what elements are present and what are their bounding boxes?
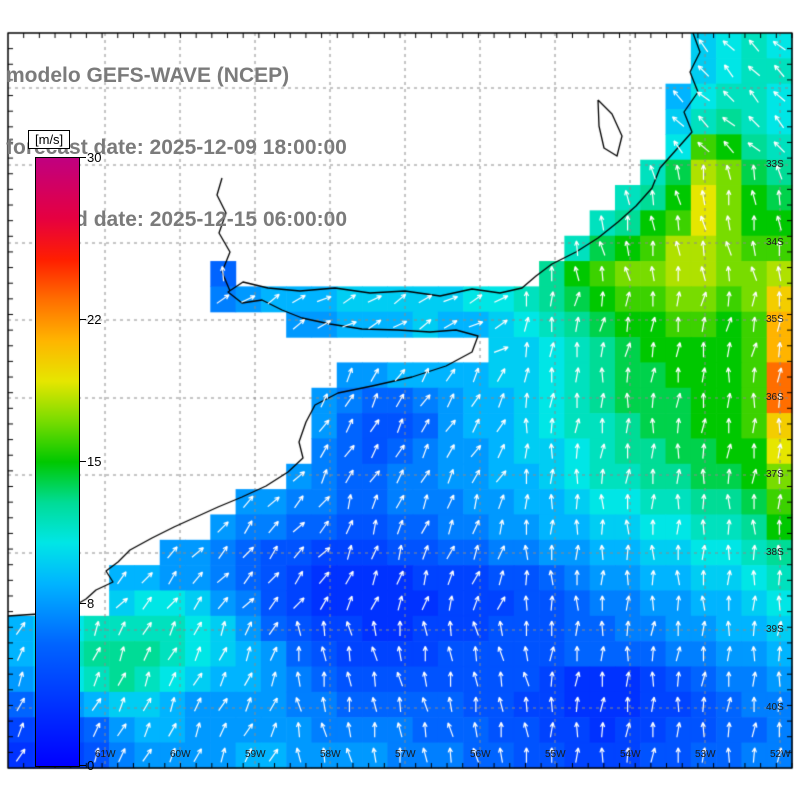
lat-label: 40S — [766, 702, 784, 713]
colorbar-tick-label: 30 — [87, 150, 102, 165]
colorbar-unit-label: [m/s] — [28, 130, 71, 149]
lon-label: 61W — [95, 749, 116, 760]
colorbar-tick-label: 8 — [87, 595, 95, 611]
colorbar: [m/s] 30 22 15 8 0 — [28, 130, 101, 773]
lon-label: 60W — [170, 749, 191, 760]
lat-label: 36S — [766, 392, 784, 403]
colorbar-gradient — [35, 157, 80, 767]
lon-label: 59W — [245, 749, 266, 760]
lat-label: 37S — [766, 469, 784, 480]
colorbar-tick-mark — [80, 319, 86, 321]
lon-label: 57W — [395, 749, 416, 760]
model-title: modelo GEFS-WAVE (NCEP) — [6, 64, 290, 87]
valid-date-line: valid date: 2025-12-15 06:00:00 — [40, 208, 348, 231]
colorbar-tick-label: 22 — [87, 312, 102, 328]
map-title-block: modelo GEFS-WAVE (NCEP) forecast date: 2… — [6, 16, 347, 280]
colorbar-tick-mark — [80, 765, 86, 766]
lon-label: 52W — [770, 749, 791, 760]
lat-label: 39S — [766, 624, 784, 635]
lon-label: 54W — [620, 749, 641, 760]
lat-label: 35S — [766, 314, 784, 325]
colorbar-tick-label: 15 — [87, 454, 102, 469]
lon-label: 58W — [320, 749, 341, 760]
lat-label: 34S — [766, 237, 784, 248]
lat-label: 33S — [766, 159, 784, 170]
forecast-date-line: forecast date: 2025-12-09 18:00:00 — [6, 136, 347, 159]
lon-label: 55W — [545, 749, 566, 760]
lon-label: 53W — [695, 749, 716, 760]
colorbar-tick-mark — [80, 602, 86, 604]
colorbar-tick-mark — [80, 461, 86, 462]
colorbar-tick-mark — [80, 157, 86, 158]
lat-label: 38S — [766, 547, 784, 558]
colorbar-tick-label: 0 — [87, 758, 95, 773]
lon-label: 56W — [470, 749, 491, 760]
